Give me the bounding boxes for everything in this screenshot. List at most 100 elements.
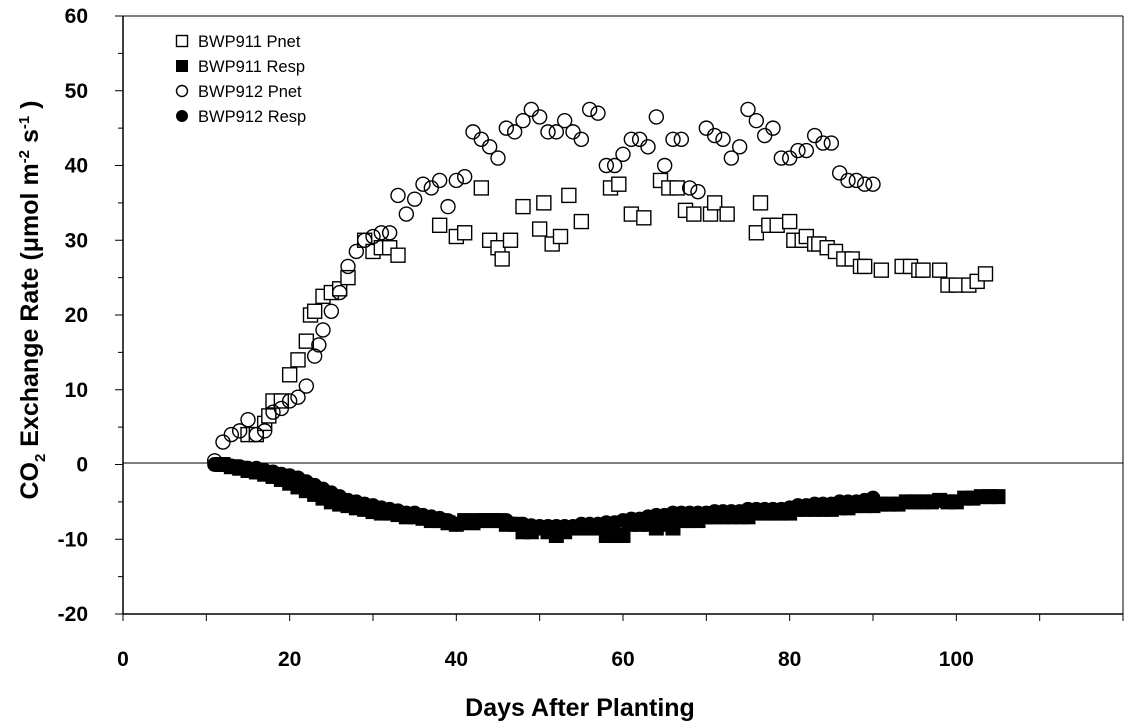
data-point [315,322,331,338]
data-point [531,221,548,237]
data-point [494,251,510,267]
x-axis-title: Days After Planting [465,694,695,722]
x-tick-label: 20 [278,648,301,671]
data-point [611,176,627,192]
data-point [865,490,881,506]
data-point [756,127,773,144]
series-bwp912-resp [207,457,881,535]
data-point [448,172,465,189]
data-point [565,124,581,140]
data-point [265,404,281,420]
data-point [598,157,615,174]
x-tick-label: 0 [117,648,129,671]
data-point [765,120,781,136]
data-point [473,131,490,148]
data-point [773,150,790,166]
data-point [573,131,590,148]
data-point [473,180,490,196]
data-point [261,408,277,424]
x-tick-label: 60 [611,648,634,671]
y-axis-title-part: CO [16,462,44,500]
legend-marker [176,110,188,122]
data-point [615,528,631,544]
data-point [856,176,873,192]
y-tick-label: -10 [58,528,88,551]
data-point [552,228,569,245]
data-point [606,157,623,174]
y-axis-title-part: -1 [16,116,33,129]
x-tick-label: 40 [445,648,468,671]
data-point [456,225,473,241]
data-point [306,303,323,319]
x-tick-label: 100 [939,648,974,671]
data-point [331,281,348,297]
data-point [290,352,306,368]
data-point [698,120,715,136]
y-axis-title-part: μ [16,237,44,252]
data-point [977,266,994,282]
data-point [873,262,890,278]
data-point [590,105,606,121]
data-point [673,131,690,148]
data-point [686,206,702,222]
data-point [540,124,556,140]
data-point [240,411,256,428]
data-point [356,232,373,248]
y-tick-label: 30 [65,229,88,252]
data-point [398,206,415,222]
data-point [465,124,481,140]
data-point [215,434,231,450]
y-tick-label: 60 [65,5,88,28]
data-point [636,210,652,226]
y-axis-title-part: Exchange Rate ( [16,252,44,454]
data-point [581,101,598,118]
data-point [248,426,265,443]
data-point [715,131,731,148]
y-tick-label: 0 [76,454,88,477]
data-point [323,303,340,319]
data-point [415,176,431,192]
series-bwp911-pnet [240,172,994,443]
data-point [990,489,1006,505]
legend-label: BWP911 Resp [198,58,305,76]
data-point [373,225,390,241]
data-point [740,101,756,118]
data-point [648,109,665,125]
data-points [206,101,1006,544]
y-axis-title-part: ) [16,100,44,115]
y-tick-label: 40 [65,155,88,178]
data-point [515,112,531,129]
data-point [669,180,685,196]
x-tick-label: 80 [778,648,801,671]
data-point [573,213,590,230]
data-point [656,157,673,174]
y-axis-title-part: s [16,129,44,150]
data-point [340,258,356,275]
data-point [548,124,565,140]
data-point [290,389,306,405]
legend-marker [175,34,189,48]
data-point [281,393,298,409]
legend-label: BWP912 Resp [198,108,306,126]
data-point [506,124,523,140]
data-point [806,127,823,144]
data-point [561,187,577,204]
data-point [431,172,448,189]
data-point [390,187,406,204]
data-point [781,213,798,230]
data-point [640,139,656,155]
data-point [790,142,806,159]
data-point [615,146,631,162]
data-point [440,198,456,215]
data-point [556,112,573,129]
data-point [831,165,848,181]
y-axis-title: CO2 Exchange Rate (μmol m-2 s-1 ) [16,100,49,499]
legend-label: BWP912 Pnet [198,83,302,101]
data-point [481,139,498,155]
legend: BWP911 Pnet BWP911 Resp BWP912 Pnet BWP912 … [175,33,306,126]
data-point [665,131,681,148]
y-axis-title-part: mol m [16,163,44,237]
data-point [231,423,248,439]
y-tick-label: 20 [65,304,88,327]
